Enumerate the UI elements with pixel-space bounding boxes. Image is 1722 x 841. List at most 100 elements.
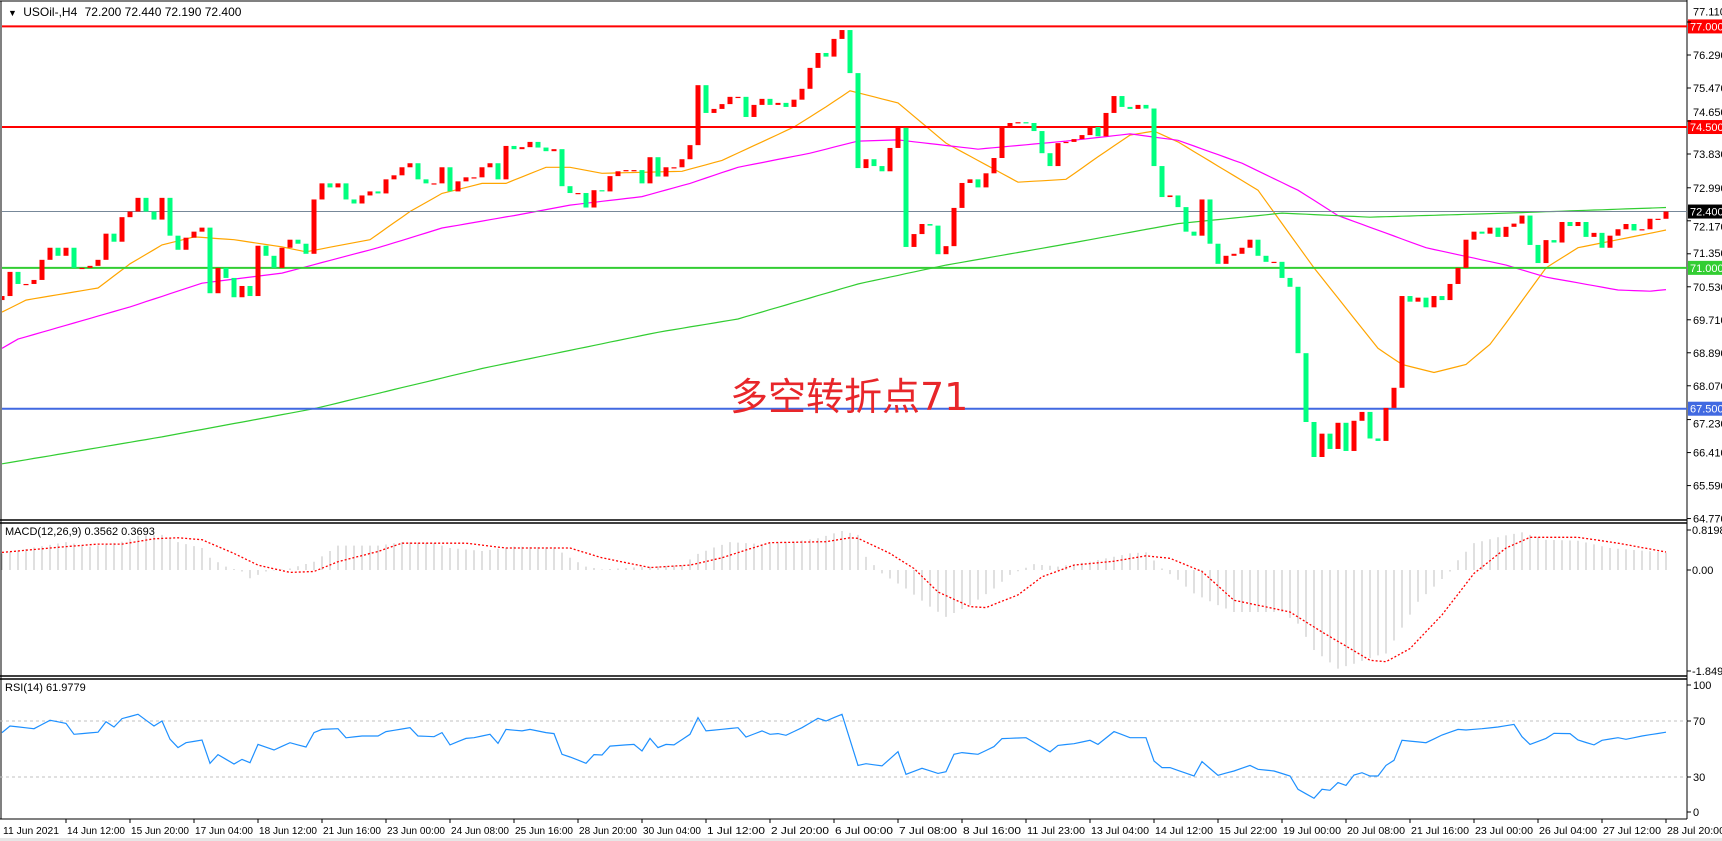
time-tick-label: 21 Jul 16:00 — [1411, 825, 1469, 837]
rsi-tick-label: 70 — [1693, 716, 1705, 728]
candle — [607, 176, 613, 192]
candle — [1295, 286, 1301, 354]
candle — [1279, 261, 1285, 278]
candle — [471, 177, 477, 179]
price-axis[interactable]: 77.000 74.500 72.400 71.000 67.500 77.110 76.2… — [1687, 6, 1722, 819]
candle — [1079, 135, 1085, 140]
candle — [1519, 215, 1525, 224]
candle — [1111, 96, 1117, 113]
candle — [295, 239, 301, 244]
candle — [1119, 96, 1125, 107]
candle — [1423, 297, 1429, 308]
candle — [311, 199, 317, 254]
candle — [855, 73, 861, 169]
candle — [95, 259, 101, 266]
candle — [1135, 104, 1141, 109]
candle — [1607, 235, 1613, 248]
candle — [1007, 123, 1013, 128]
candle — [559, 149, 565, 187]
candle — [23, 283, 29, 286]
candle — [791, 99, 797, 107]
price-tick-label: 76.290 — [1693, 50, 1722, 62]
candle — [663, 167, 669, 177]
candle — [887, 147, 893, 172]
candle — [703, 85, 709, 113]
candle — [1559, 221, 1565, 243]
candle — [1071, 139, 1077, 142]
annotation-text: 多空转折点71 — [730, 375, 969, 419]
candle — [287, 239, 293, 248]
time-tick-label: 11 Jun 2021 — [3, 825, 59, 837]
candle — [1287, 277, 1293, 287]
candle — [807, 67, 813, 89]
candle — [1487, 227, 1493, 234]
candle — [583, 193, 589, 208]
price-panel[interactable] — [0, 25, 1687, 465]
candle — [103, 233, 109, 260]
candle — [391, 175, 397, 180]
candle — [551, 149, 557, 152]
candle — [1431, 296, 1437, 308]
candle — [767, 98, 773, 105]
macd-panel[interactable] — [1, 530, 1667, 669]
candle — [407, 163, 413, 168]
candle — [1063, 141, 1069, 144]
candle — [127, 211, 133, 218]
candle — [647, 157, 653, 184]
candle — [447, 167, 453, 192]
candle — [623, 170, 629, 172]
candle — [335, 183, 341, 188]
candle — [1439, 296, 1445, 301]
moving-average-line-1 — [2, 90, 1667, 374]
candle — [1391, 387, 1397, 408]
candle — [1143, 104, 1149, 109]
price-level-badge — [1688, 401, 1722, 416]
candle — [983, 173, 989, 188]
time-tick-label: 21 Jun 16:00 — [323, 825, 381, 837]
candle — [39, 259, 45, 280]
candle — [1359, 411, 1365, 421]
candle — [839, 30, 845, 39]
time-tick-label: 6 Jul 00:00 — [835, 825, 893, 837]
time-tick-label: 20 Jul 08:00 — [1347, 825, 1405, 837]
candle — [847, 30, 853, 74]
time-tick-label: 8 Jul 16:00 — [963, 825, 1021, 837]
candle — [151, 211, 157, 220]
candle — [375, 191, 381, 194]
price-level-badge — [1688, 19, 1722, 34]
candle — [1591, 232, 1597, 237]
price-level-label: 67.500 — [1690, 404, 1722, 416]
candle — [1327, 433, 1333, 449]
candle — [943, 246, 949, 255]
candle — [143, 197, 149, 212]
candle — [495, 163, 501, 180]
candle — [271, 255, 277, 268]
candle — [1247, 239, 1253, 248]
triangle-down-icon[interactable]: ▼ — [8, 8, 17, 18]
candle — [599, 190, 605, 192]
price-tick-label: 68.890 — [1693, 348, 1722, 360]
candle — [735, 96, 741, 99]
candle — [1447, 283, 1453, 301]
candle — [63, 247, 69, 256]
symbol-timeframe: USOil-,H4 — [23, 5, 78, 19]
rsi-tick-label: 100 — [1693, 680, 1711, 692]
candle — [2, 296, 5, 301]
candle — [1639, 229, 1645, 231]
candle — [351, 199, 357, 204]
time-axis[interactable]: 11 Jun 2021 14 Jun 12:00 15 Jun 20:00 17 Ju… — [3, 819, 1722, 837]
price-tick-label: 70.530 — [1693, 282, 1722, 294]
price-tick-label: 71.350 — [1693, 248, 1722, 260]
time-tick-label: 2 Jul 20:00 — [771, 825, 829, 837]
rsi-tick-label: 0 — [1693, 807, 1699, 819]
candle — [279, 247, 285, 268]
time-tick-label: 25 Jun 16:00 — [515, 825, 573, 837]
candle — [863, 159, 869, 169]
candle — [1319, 433, 1325, 457]
time-tick-label: 17 Jun 04:00 — [195, 825, 253, 837]
macd-tick-label: -1.8495 — [1692, 666, 1722, 678]
candle — [575, 193, 581, 195]
rsi-panel[interactable] — [0, 713, 1687, 800]
